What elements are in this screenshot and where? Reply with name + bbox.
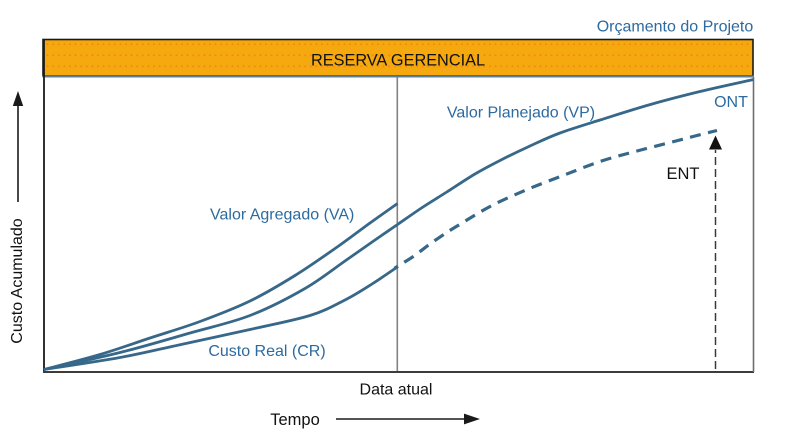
svg-text:Orçamento do Projeto: Orçamento do Projeto bbox=[597, 19, 754, 36]
svg-text:ONT: ONT bbox=[714, 94, 748, 111]
svg-text:Valor Planejado (VP): Valor Planejado (VP) bbox=[447, 105, 595, 122]
svg-text:Tempo: Tempo bbox=[270, 411, 320, 429]
svg-text:ENT: ENT bbox=[667, 165, 700, 183]
svg-text:Data atual: Data atual bbox=[360, 382, 433, 399]
svg-text:Custo Acumulado: Custo Acumulado bbox=[9, 218, 26, 344]
svg-text:RESERVA GERENCIAL: RESERVA GERENCIAL bbox=[311, 52, 485, 70]
svg-text:Valor Agregado (VA): Valor Agregado (VA) bbox=[210, 207, 354, 224]
svg-text:Custo Real (CR): Custo Real (CR) bbox=[208, 343, 325, 360]
